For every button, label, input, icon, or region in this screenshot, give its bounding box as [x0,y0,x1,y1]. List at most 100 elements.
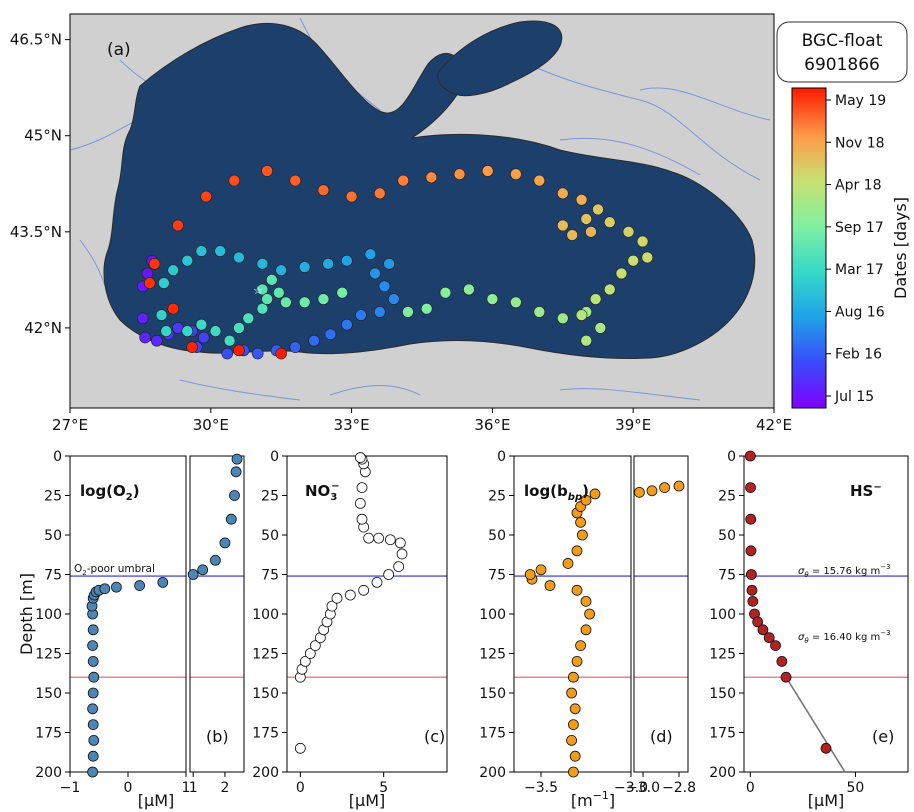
colorbar-tick-label: Sep 17 [835,220,884,236]
bbp-marker [580,595,592,607]
bbp-marker [673,480,685,492]
depth-tick-label: 175 [479,726,506,742]
map-x-ticks: 27°E 30°E 33°E 36°E 39°E 42°E [52,408,792,434]
float-position-marker [615,267,628,280]
nitrate-marker [358,584,370,596]
o2-marker [231,453,243,465]
float-position-marker [556,187,569,200]
float-position-marker [228,174,241,187]
depth-tick-label: 50 [718,528,736,544]
depth-tick-label: 25 [488,489,506,505]
depth-tick-label: 125 [479,647,506,663]
o2-profile [86,453,243,778]
depth-tick-label: 100 [709,607,736,623]
o2-poor-umbral-annotation: O2-poor umbral [74,563,155,577]
float-position-marker [181,254,194,267]
float-position-marker [592,203,604,216]
float-trajectory [136,165,654,360]
float-position-marker [251,347,264,360]
map-x-tick-label: 30°E [193,416,229,434]
map-y-tick-label: 42°N [24,319,62,337]
panel-b-xlabel: [μM] [138,791,174,810]
map-x-tick-label: 27°E [52,416,88,434]
panel-e-xlabel: [μM] [808,791,844,810]
o2-marker [87,656,99,667]
nitrate-marker [384,534,396,546]
sulfide-marker [745,513,757,525]
bbp-marker [568,671,579,683]
float-position-marker [136,312,149,325]
map-x-tick-label: 36°E [474,416,510,434]
float-position-marker [341,318,353,331]
o2-marker [134,580,146,591]
depth-tick-label: 150 [35,686,62,702]
nitrate-marker [394,537,406,549]
panel-c-label: (c) [424,727,445,746]
float-position-marker [151,334,163,347]
map-y-tick-label: 45°N [24,127,62,145]
float-position-marker [298,296,311,309]
float-position-marker [373,187,386,200]
panel-d-label: (d) [650,727,673,746]
panel-c-title: NO3− [305,481,340,503]
bbp-marker [544,580,556,591]
nitrate-marker [371,577,383,588]
colorbar-tick-label: Feb 16 [835,347,882,363]
depth-tick-label: 25 [718,489,736,505]
x-tick-label: −1 [60,780,81,796]
nitrate-marker [363,532,375,544]
x-tick-label: 2 [220,780,229,796]
bbp-marker [589,488,601,500]
map-x-tick-label: 42°E [756,416,792,434]
x-tick-label: 50 [847,780,865,796]
depth-tick-label: 50 [44,528,62,544]
panel-b-label: (b) [206,727,229,746]
depth-tick-label: 175 [709,726,736,742]
float-position-marker [397,174,410,187]
float-position-marker [141,267,154,280]
sulfide-marker [763,632,775,644]
colorbar [791,87,827,409]
badge-line-2: 6901866 [804,55,880,75]
depth-tick-label: 200 [709,765,736,781]
float-position-marker [289,341,302,353]
float-position-marker [200,190,212,203]
x-tick-label: 0 [124,780,133,796]
float-position-marker [603,216,616,229]
float-position-marker [273,286,285,299]
float-position-marker [256,258,269,270]
float-position-marker [143,277,156,289]
nitrate-marker [344,589,356,601]
float-position-marker [197,331,210,344]
x-tick-label: 1 [182,780,191,796]
depth-tick-label: 150 [252,686,279,702]
nitrate-marker [373,532,385,544]
float-position-marker [181,325,194,337]
nitrate-marker [326,600,338,612]
depth-tick-label: 200 [252,765,279,781]
float-position-marker [167,264,180,277]
float-position-marker [336,286,349,299]
float-position-marker [261,293,273,305]
float-position-marker [594,322,607,334]
depth-tick-label: 175 [252,726,279,742]
float-position-marker [463,283,475,296]
panel-d-title: log(bbp) [524,482,589,503]
bbp-marker [584,608,595,620]
depth-tick-label: 175 [35,726,62,742]
float-position-marker [533,306,546,318]
o2-marker [87,719,99,730]
panel-b-y-ticks: 0 25 50 75 100 125 150 175 200 [35,449,70,781]
sulfide-marker [770,640,781,651]
bbp-marker [571,545,583,557]
float-position-marker [298,261,311,273]
nitrate-marker [393,561,405,572]
depth-tick-label: 75 [44,568,62,584]
nitrate-marker [354,497,366,509]
depth-tick-label: 50 [261,528,279,544]
float-position-marker [167,302,180,315]
colorbar-tick-label: Nov 18 [835,135,885,151]
depth-tick-label: 75 [718,568,736,584]
